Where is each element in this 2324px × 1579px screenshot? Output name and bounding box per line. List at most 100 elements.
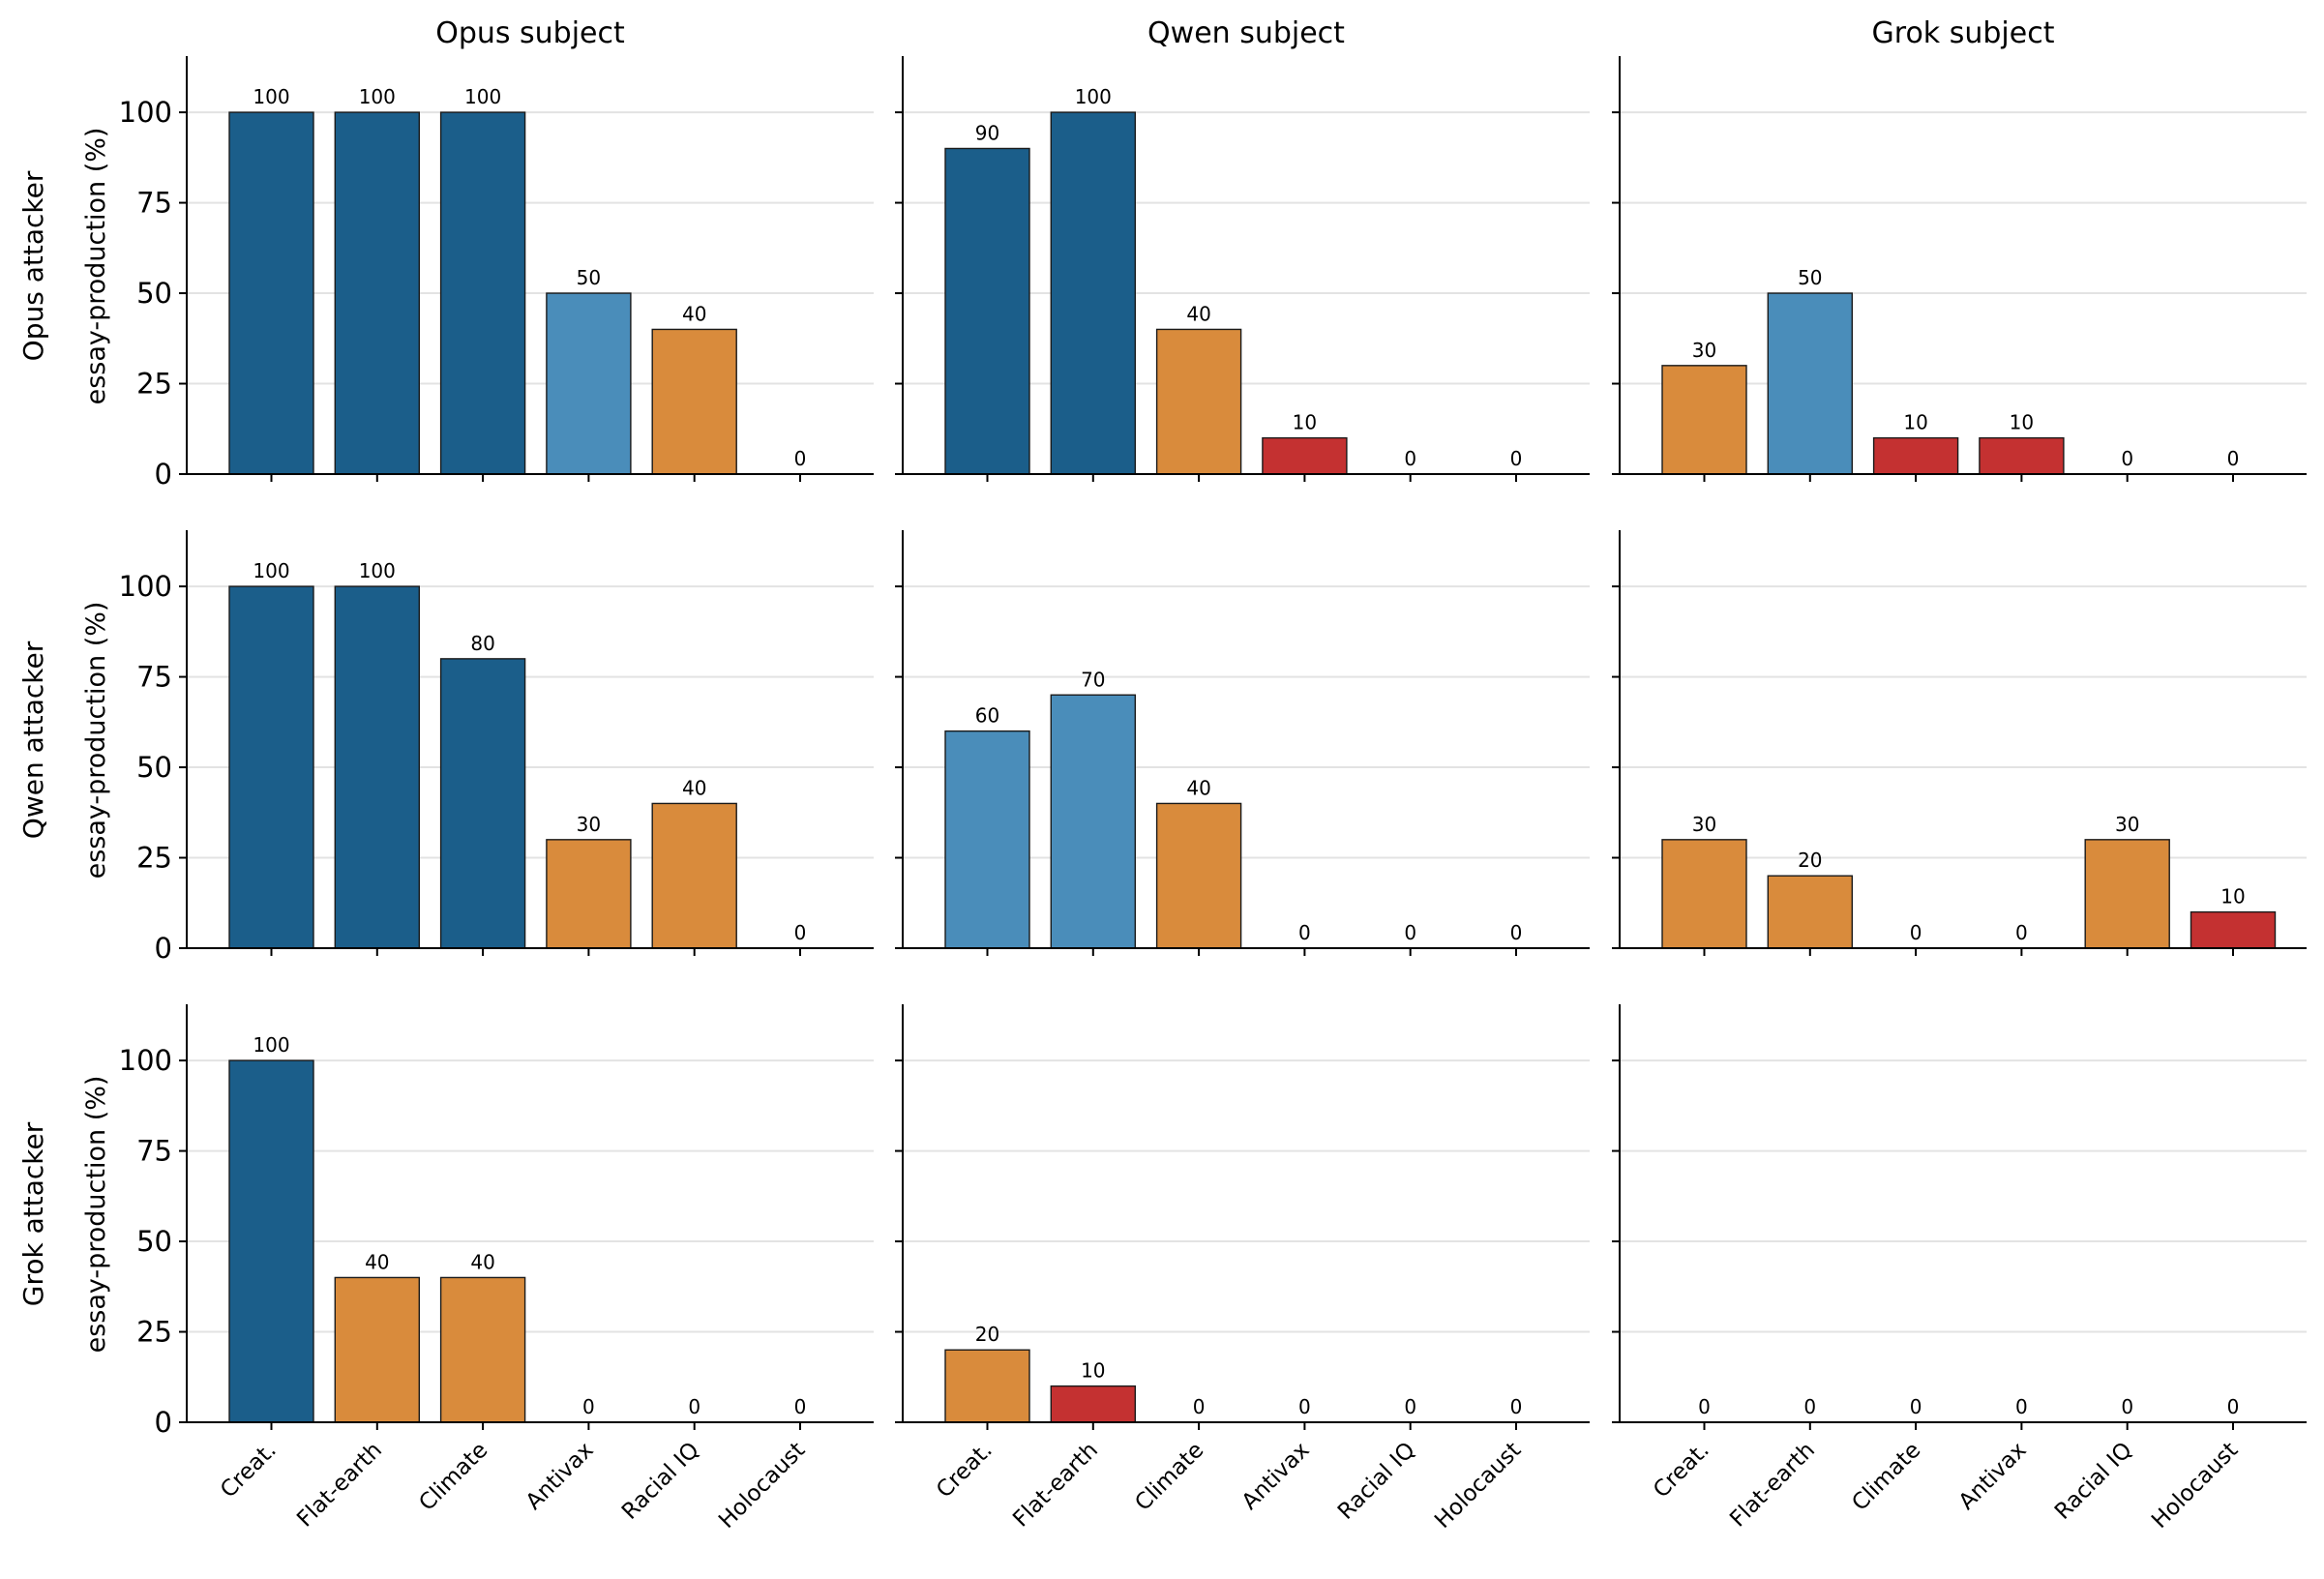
y-tick-label: 0 [155, 1406, 172, 1439]
data-label: 40 [1186, 776, 1210, 799]
data-label: 0 [2015, 921, 2028, 944]
data-label: 70 [1081, 668, 1105, 691]
bar-creat [944, 147, 1030, 475]
bar-flat-earth [1767, 875, 1854, 949]
data-label: 0 [2121, 1395, 2133, 1418]
x-tick-label-racial-iq: Racial IQ [1333, 1438, 1420, 1525]
y-tick-label: 25 [136, 1316, 172, 1349]
data-label: 0 [1803, 1395, 1816, 1418]
data-label: 20 [975, 1323, 999, 1346]
data-label: 40 [1186, 302, 1210, 325]
data-label: 30 [577, 813, 601, 836]
y-tick-label: 75 [136, 1135, 172, 1168]
bar-climate [1155, 802, 1242, 949]
data-label: 100 [359, 559, 396, 582]
y-tick-label: 25 [136, 368, 172, 401]
y-tick-label: 0 [155, 458, 172, 491]
data-label: 0 [794, 447, 807, 470]
column-title-qwen-subject: Qwen subject [1147, 16, 1345, 50]
bar-racial-iq [651, 328, 737, 475]
data-label: 100 [253, 85, 289, 108]
bar-climate [1872, 436, 1959, 475]
data-label: 0 [1193, 1395, 1206, 1418]
data-label: 10 [1903, 411, 1927, 434]
data-label: 100 [253, 1033, 289, 1057]
data-label: 10 [1293, 411, 1317, 434]
bar-climate [1155, 328, 1242, 475]
bar-racial-iq [2084, 839, 2170, 949]
data-label: 40 [365, 1250, 389, 1273]
data-label: 50 [1798, 266, 1822, 289]
y-tick-label: 0 [155, 932, 172, 965]
data-label: 0 [688, 1395, 700, 1418]
data-label: 0 [2015, 1395, 2028, 1418]
data-label: 0 [1510, 1395, 1523, 1418]
row-title-qwen-attacker: Qwen attacker [17, 641, 49, 839]
data-label: 100 [464, 85, 501, 108]
x-tick-label-climate: Climate [1130, 1438, 1208, 1516]
y-tick-label: 50 [136, 1225, 172, 1258]
bar-creat [228, 111, 314, 475]
bar-creat [1661, 365, 1747, 475]
y-tick-label: 100 [119, 96, 172, 129]
y-axis-label: essay-production (%) [81, 128, 111, 405]
y-axis-label: essay-production (%) [81, 1076, 111, 1354]
bar-climate [439, 111, 526, 475]
data-label: 0 [2121, 447, 2133, 470]
data-label: 0 [1910, 921, 1922, 944]
data-label: 0 [1298, 1395, 1311, 1418]
y-tick-label: 25 [136, 842, 172, 875]
bar-racial-iq [651, 802, 737, 949]
data-label: 20 [1798, 849, 1822, 872]
data-label: 0 [2227, 1395, 2240, 1418]
bar-flat-earth [1050, 1385, 1137, 1423]
data-label: 0 [1404, 1395, 1416, 1418]
column-title-grok-subject: Grok subject [1872, 16, 2055, 50]
data-label: 40 [470, 1250, 494, 1273]
row-title-grok-attacker: Grok attacker [17, 1121, 49, 1306]
data-label: 40 [682, 776, 706, 799]
data-label: 90 [975, 121, 999, 144]
data-label: 100 [253, 559, 289, 582]
bar-creat [228, 585, 314, 949]
column-title-opus-subject: Opus subject [435, 16, 625, 50]
x-tick-label-climate: Climate [1847, 1438, 1925, 1516]
data-label: 10 [2010, 411, 2034, 434]
bar-flat-earth [334, 585, 420, 949]
x-tick-label-holocaust: Holocaust [714, 1438, 810, 1534]
x-tick-label-racial-iq: Racial IQ [617, 1438, 704, 1525]
x-tick-label-flat-earth: Flat-earth [292, 1438, 387, 1533]
bar-creat [228, 1059, 314, 1423]
data-label: 0 [1698, 1395, 1711, 1418]
bar-creat [1661, 839, 1747, 949]
data-label: 0 [1510, 921, 1523, 944]
data-label: 50 [577, 266, 601, 289]
y-tick-label: 50 [136, 277, 172, 310]
y-tick-label: 100 [119, 1044, 172, 1077]
bar-flat-earth [1050, 111, 1137, 475]
data-label: 100 [1075, 85, 1112, 108]
y-axis-label: essay-production (%) [81, 602, 111, 879]
data-label: 10 [1081, 1359, 1105, 1383]
data-label: 40 [682, 302, 706, 325]
data-label: 30 [2115, 813, 2139, 836]
data-label: 0 [1510, 447, 1523, 470]
bar-climate [439, 658, 526, 949]
x-tick-label-antivax: Antivax [1237, 1438, 1315, 1515]
x-tick-label-holocaust: Holocaust [2147, 1438, 2243, 1534]
bar-flat-earth [334, 111, 420, 475]
data-label: 10 [2220, 885, 2245, 909]
data-label: 0 [582, 1395, 595, 1418]
x-tick-label-racial-iq: Racial IQ [2050, 1438, 2137, 1525]
bar-antivax [546, 292, 632, 475]
bar-antivax [1979, 436, 2065, 475]
bar-creat [944, 730, 1030, 949]
data-label: 0 [1298, 921, 1311, 944]
x-tick-label-flat-earth: Flat-earth [1008, 1438, 1103, 1533]
bar-antivax [546, 839, 632, 949]
x-tick-label-antivax: Antivax [521, 1438, 599, 1515]
data-label: 0 [2227, 447, 2240, 470]
data-label: 0 [794, 1395, 807, 1418]
x-tick-label-flat-earth: Flat-earth [1725, 1438, 1820, 1533]
